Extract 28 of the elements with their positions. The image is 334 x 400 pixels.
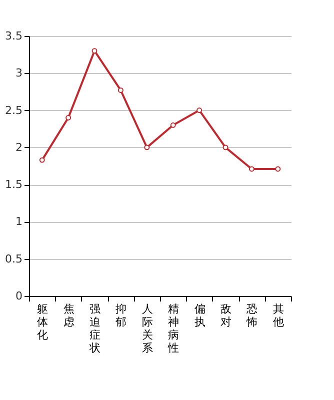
x-tick-label: 其他 — [272, 302, 284, 328]
x-tick-label: 焦虑 — [63, 302, 74, 328]
point — [170, 122, 176, 128]
x-tick-label: 抑郁 — [116, 302, 127, 328]
y-tick-label: 1 — [16, 215, 22, 228]
point — [248, 166, 254, 172]
y-tick-label: 3.5 — [5, 30, 22, 42]
point — [222, 144, 228, 150]
point — [39, 157, 45, 163]
point — [92, 48, 98, 54]
point — [66, 114, 72, 120]
point — [196, 108, 202, 114]
x-tick-label: 躯体化 — [37, 302, 48, 342]
y-tick-label: 1.5 — [5, 178, 22, 192]
y-tick-label: 0 — [16, 290, 22, 302]
point — [144, 144, 150, 150]
point — [275, 166, 281, 172]
x-tick-label: 敌对 — [220, 302, 232, 328]
point — [118, 87, 124, 93]
y-tick-label: 2.5 — [5, 104, 22, 117]
y-tick-label: 3 — [16, 66, 22, 80]
x-tick-label: 恐怖 — [246, 302, 258, 328]
x-tick-label: 偏执 — [194, 302, 206, 328]
y-tick-label: 0.5 — [5, 252, 22, 266]
x-tick-label: 人际关系 — [142, 302, 153, 354]
y-tick-label: 2 — [16, 140, 22, 154]
x-tick-label: 强迫症状 — [88, 302, 100, 354]
x-tick-label: 精神病性 — [167, 302, 180, 354]
